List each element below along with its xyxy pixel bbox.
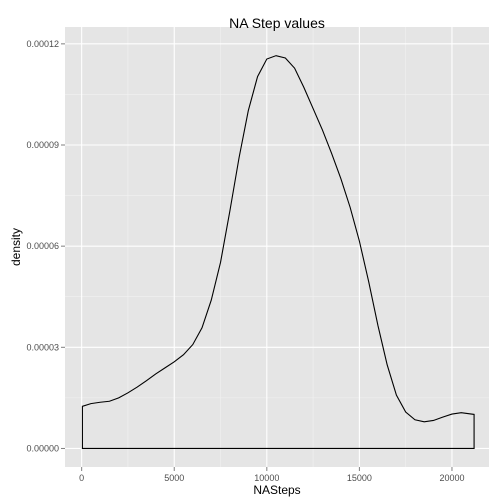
x-tick-label: 5000 — [164, 473, 184, 483]
y-tick-label: 0.00000 — [26, 443, 59, 453]
density-curve — [81, 55, 475, 450]
y-tick-label: 0.00003 — [26, 342, 59, 352]
x-tick-label: 10000 — [254, 473, 279, 483]
x-tick-label: 15000 — [347, 473, 372, 483]
x-axis-title: NASteps — [253, 483, 300, 497]
chart-title: NA Step values — [229, 15, 325, 31]
x-axis: 0 5000 10000 15000 20000 — [79, 467, 464, 483]
plot-panel — [65, 27, 489, 467]
y-tick-label: 0.00012 — [26, 39, 59, 49]
y-tick-label: 0.00006 — [26, 241, 59, 251]
y-tick-label: 0.00009 — [26, 140, 59, 150]
y-axis: 0.00000 0.00003 0.00006 0.00009 0.00012 — [26, 39, 65, 453]
x-tick-label: 20000 — [439, 473, 464, 483]
y-axis-title: density — [9, 228, 23, 266]
x-tick-label: 0 — [79, 473, 84, 483]
